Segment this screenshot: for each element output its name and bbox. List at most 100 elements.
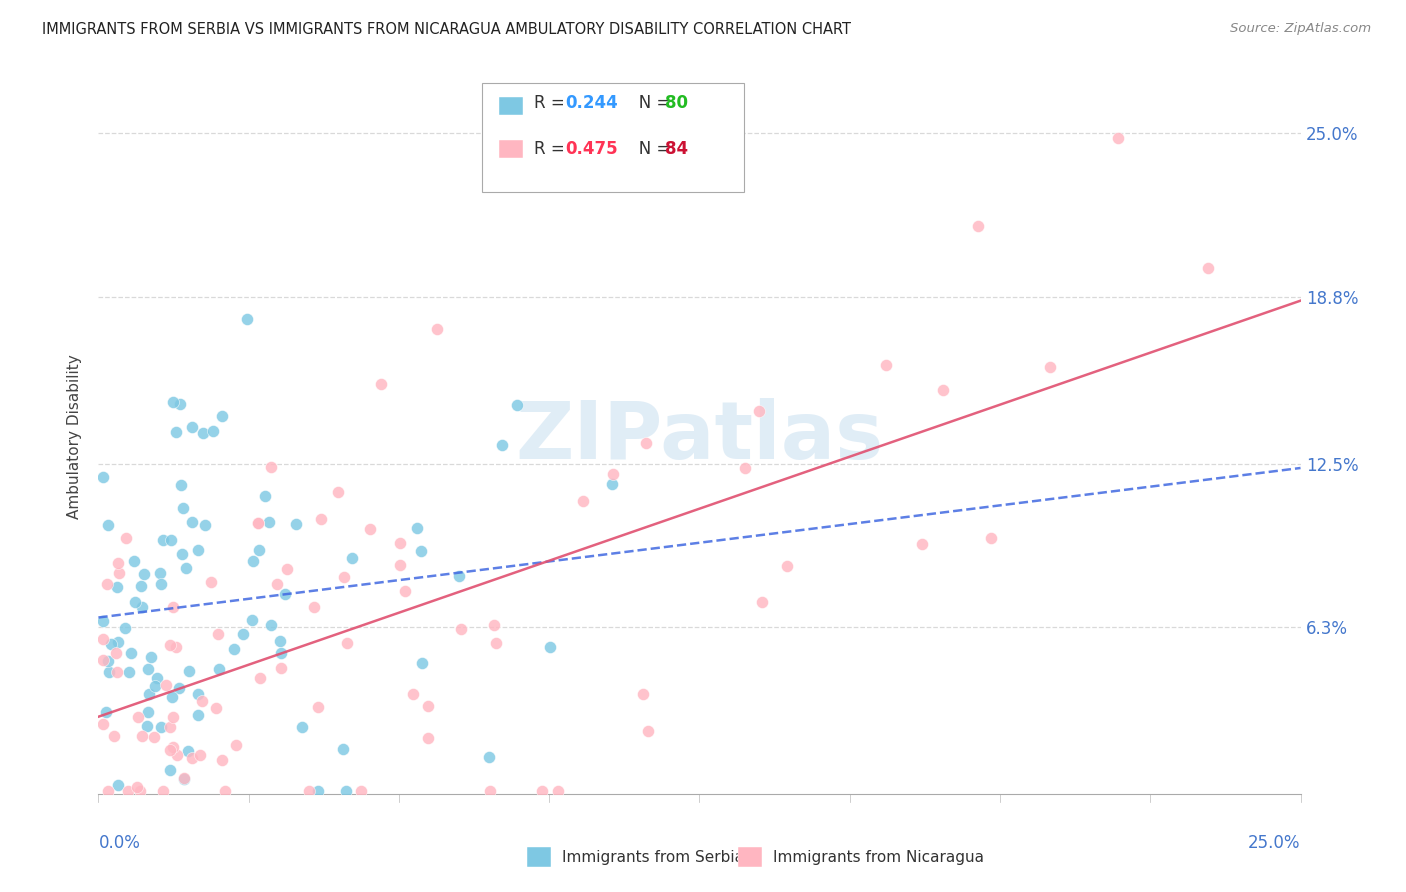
- Point: [207, 627, 229, 641]
- Point: [247, 516, 270, 531]
- Point: [105, 580, 128, 594]
- Text: 25.0%: 25.0%: [1249, 834, 1301, 852]
- Point: [1197, 260, 1219, 275]
- Point: [105, 646, 128, 660]
- Text: Immigrants from Nicaragua: Immigrants from Nicaragua: [773, 850, 984, 864]
- Point: [149, 566, 172, 580]
- Point: [297, 784, 319, 798]
- Point: [129, 578, 152, 592]
- Point: [291, 720, 314, 734]
- Point: [307, 784, 329, 798]
- Point: [240, 613, 263, 627]
- Point: [134, 567, 156, 582]
- Point: [242, 554, 264, 568]
- Point: [247, 516, 270, 530]
- Point: [201, 424, 224, 438]
- Point: [336, 636, 359, 650]
- Point: [152, 533, 174, 547]
- Point: [165, 425, 187, 440]
- Point: [194, 518, 217, 533]
- Point: [162, 690, 184, 705]
- Point: [107, 557, 129, 571]
- Point: [284, 517, 307, 532]
- Point: [211, 753, 233, 767]
- Point: [260, 618, 283, 632]
- Point: [150, 720, 173, 734]
- Point: [97, 654, 120, 668]
- Point: [143, 679, 166, 693]
- Point: [136, 705, 159, 719]
- Point: [911, 537, 934, 551]
- Text: R =: R =: [534, 94, 571, 112]
- Point: [127, 710, 149, 724]
- Point: [447, 569, 470, 583]
- Point: [530, 784, 553, 798]
- Point: [426, 322, 449, 336]
- Point: [146, 671, 169, 685]
- Text: 0.244: 0.244: [565, 94, 619, 112]
- Point: [600, 477, 623, 491]
- Point: [103, 729, 125, 743]
- Point: [751, 595, 773, 609]
- Point: [159, 763, 181, 777]
- Point: [980, 531, 1002, 545]
- Point: [98, 665, 121, 679]
- Point: [174, 561, 197, 575]
- Point: [128, 784, 150, 798]
- Point: [187, 687, 209, 701]
- Point: [637, 724, 659, 739]
- Point: [143, 730, 166, 744]
- Point: [173, 771, 195, 785]
- Point: [105, 665, 128, 680]
- Point: [547, 784, 569, 798]
- Point: [269, 634, 291, 648]
- Point: [91, 652, 114, 666]
- Point: [326, 485, 349, 500]
- Point: [270, 661, 292, 675]
- Point: [232, 627, 254, 641]
- Point: [342, 550, 364, 565]
- Point: [776, 559, 799, 574]
- Point: [107, 779, 129, 793]
- Point: [100, 637, 122, 651]
- Text: Source: ZipAtlas.com: Source: ZipAtlas.com: [1230, 22, 1371, 36]
- Point: [538, 640, 561, 655]
- Point: [478, 749, 501, 764]
- Point: [416, 698, 439, 713]
- Point: [491, 438, 513, 452]
- Point: [187, 707, 209, 722]
- Point: [179, 664, 201, 678]
- Text: ZIPatlas: ZIPatlas: [516, 398, 883, 476]
- Point: [370, 376, 392, 391]
- Y-axis label: Ambulatory Disability: Ambulatory Disability: [67, 355, 83, 519]
- Point: [402, 687, 425, 701]
- Text: IMMIGRANTS FROM SERBIA VS IMMIGRANTS FROM NICARAGUA AMBULATORY DISABILITY CORREL: IMMIGRANTS FROM SERBIA VS IMMIGRANTS FRO…: [42, 22, 851, 37]
- Point: [249, 671, 271, 685]
- Point: [131, 599, 153, 614]
- Point: [94, 705, 117, 719]
- Point: [211, 409, 233, 423]
- Point: [117, 784, 139, 798]
- Point: [748, 404, 770, 418]
- Text: 0.475: 0.475: [565, 140, 617, 158]
- Point: [120, 646, 142, 660]
- Point: [162, 710, 184, 724]
- Point: [91, 614, 114, 628]
- Point: [97, 784, 120, 798]
- Point: [332, 741, 354, 756]
- Point: [188, 748, 211, 763]
- Point: [169, 397, 191, 411]
- Point: [118, 665, 141, 679]
- Point: [172, 547, 194, 561]
- Point: [485, 636, 508, 650]
- Point: [1039, 359, 1062, 374]
- Text: R =: R =: [534, 140, 571, 158]
- Point: [166, 748, 188, 763]
- Point: [136, 662, 159, 676]
- Point: [634, 435, 657, 450]
- Point: [91, 470, 114, 484]
- Point: [1107, 131, 1129, 145]
- Point: [478, 784, 501, 798]
- Point: [416, 731, 439, 745]
- Point: [307, 700, 329, 714]
